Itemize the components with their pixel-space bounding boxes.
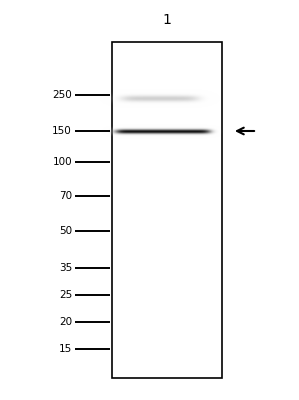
Text: 20: 20 <box>59 317 72 327</box>
Bar <box>112 42 222 378</box>
Text: 15: 15 <box>59 344 72 354</box>
Text: 250: 250 <box>52 90 72 100</box>
Text: 35: 35 <box>59 263 72 273</box>
Text: 25: 25 <box>59 290 72 300</box>
Text: 100: 100 <box>52 157 72 167</box>
Text: 150: 150 <box>52 126 72 136</box>
Text: 70: 70 <box>59 191 72 201</box>
Text: 1: 1 <box>163 13 171 27</box>
Text: 50: 50 <box>59 226 72 236</box>
